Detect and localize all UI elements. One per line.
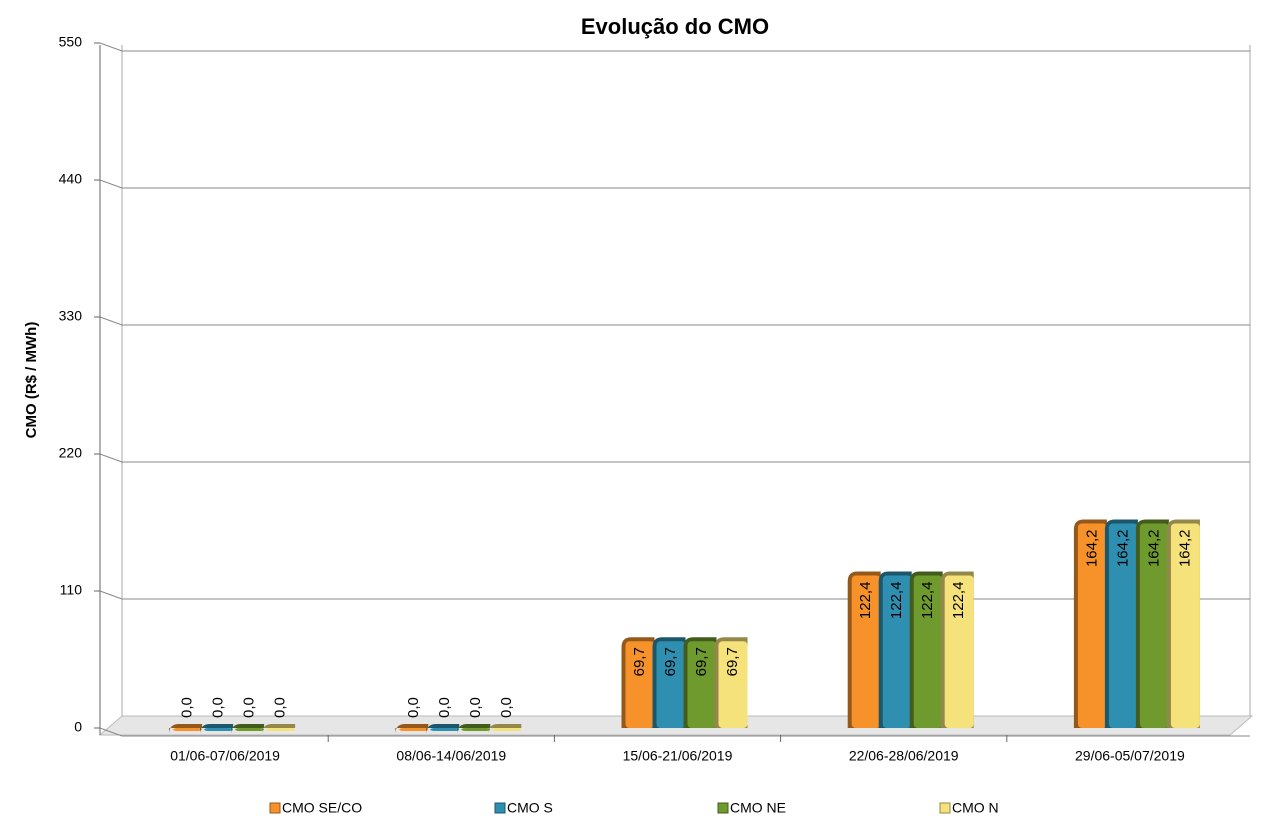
bar: [426, 724, 460, 734]
y-tick-label: 220: [59, 445, 83, 461]
bar-face: [625, 641, 655, 728]
x-tick-label: 15/06-21/06/2019: [623, 748, 733, 764]
legend-label: CMO NE: [730, 800, 786, 816]
legend-swatch: [494, 802, 506, 814]
data-label: 69,7: [662, 647, 679, 676]
bar-side: [169, 724, 203, 734]
bar-face: [173, 728, 203, 731]
data-label: 0,0: [467, 697, 484, 718]
y-tick-label: 550: [59, 34, 83, 50]
data-label: 122,4: [919, 582, 936, 620]
y-axis-title: CMO (R$ / MWh): [23, 322, 40, 439]
bar-side: [262, 724, 296, 734]
bar-face: [1170, 523, 1200, 728]
x-tick-label: 08/06-14/06/2019: [396, 748, 506, 764]
data-label: 122,4: [950, 582, 967, 620]
bar-side: [488, 724, 522, 734]
data-label: 122,4: [857, 582, 874, 620]
data-label: 0,0: [179, 697, 196, 718]
data-label: 0,0: [405, 697, 422, 718]
bar: [847, 571, 881, 728]
bar: [940, 571, 974, 728]
grid-connector: [99, 453, 123, 463]
bar: [231, 724, 265, 734]
bar-face: [461, 728, 491, 731]
bar-face: [944, 575, 974, 728]
x-tick-label: 29/06-05/07/2019: [1075, 748, 1185, 764]
bar: [652, 637, 686, 728]
data-label: 69,7: [631, 647, 648, 676]
bar-face: [399, 728, 429, 731]
bar: [262, 724, 296, 734]
data-label: 164,2: [1176, 529, 1193, 567]
bar-face: [430, 728, 460, 731]
bar-side: [426, 724, 460, 734]
bar: [169, 724, 203, 734]
bar: [1073, 519, 1107, 728]
bar: [909, 571, 943, 728]
grid-connector: [99, 590, 123, 600]
y-tick-label: 440: [59, 171, 83, 187]
y-tick-label: 110: [60, 582, 83, 598]
bar-face: [492, 728, 522, 731]
bar-face: [687, 641, 717, 728]
data-label: 0,0: [241, 697, 258, 718]
data-label: 164,2: [1114, 529, 1131, 567]
bar: [878, 571, 912, 728]
x-tick-label: 01/06-07/06/2019: [170, 748, 280, 764]
bar-face: [1077, 523, 1107, 728]
bar: [1135, 519, 1169, 728]
data-label: 0,0: [498, 697, 515, 718]
data-label: 0,0: [436, 697, 453, 718]
bar-face: [266, 728, 296, 731]
data-label: 164,2: [1083, 529, 1100, 567]
bar-face: [204, 728, 234, 731]
bar-face: [718, 641, 748, 728]
data-label: 0,0: [210, 697, 227, 718]
bar-face: [851, 575, 881, 728]
bar: [488, 724, 522, 734]
bar-face: [656, 641, 686, 728]
bar: [714, 637, 748, 728]
legend-swatch: [269, 802, 281, 814]
grid-connector: [99, 42, 123, 52]
bar: [457, 724, 491, 734]
bar-face: [1139, 523, 1169, 728]
bar: [621, 637, 655, 728]
bar-face: [913, 575, 943, 728]
data-label: 69,7: [724, 647, 741, 676]
legend-label: CMO SE/CO: [282, 800, 362, 816]
y-tick-label: 0: [74, 719, 82, 735]
bar-side: [457, 724, 491, 734]
bar-face: [882, 575, 912, 728]
data-label: 164,2: [1145, 529, 1162, 567]
legend-label: CMO N: [952, 800, 999, 816]
legend-swatch: [717, 802, 729, 814]
grid-connector: [99, 316, 123, 326]
bar: [1104, 519, 1138, 728]
bar: [200, 724, 234, 734]
bar-face: [235, 728, 265, 731]
data-label: 0,0: [272, 697, 289, 718]
grid-connector: [99, 179, 123, 189]
bar: [395, 724, 429, 734]
bar-side: [231, 724, 265, 734]
data-label: 122,4: [888, 582, 905, 620]
legend-label: CMO S: [507, 800, 553, 816]
bar-face: [1108, 523, 1138, 728]
legend-swatch: [939, 802, 951, 814]
bar: [1166, 519, 1200, 728]
data-label: 69,7: [693, 647, 710, 676]
bar: [683, 637, 717, 728]
bar-side: [395, 724, 429, 734]
bar-side: [200, 724, 234, 734]
grid-connector: [99, 727, 123, 737]
chart-title: Evolução do CMO: [581, 14, 769, 39]
y-tick-label: 330: [59, 308, 83, 324]
x-tick-label: 22/06-28/06/2019: [849, 748, 959, 764]
